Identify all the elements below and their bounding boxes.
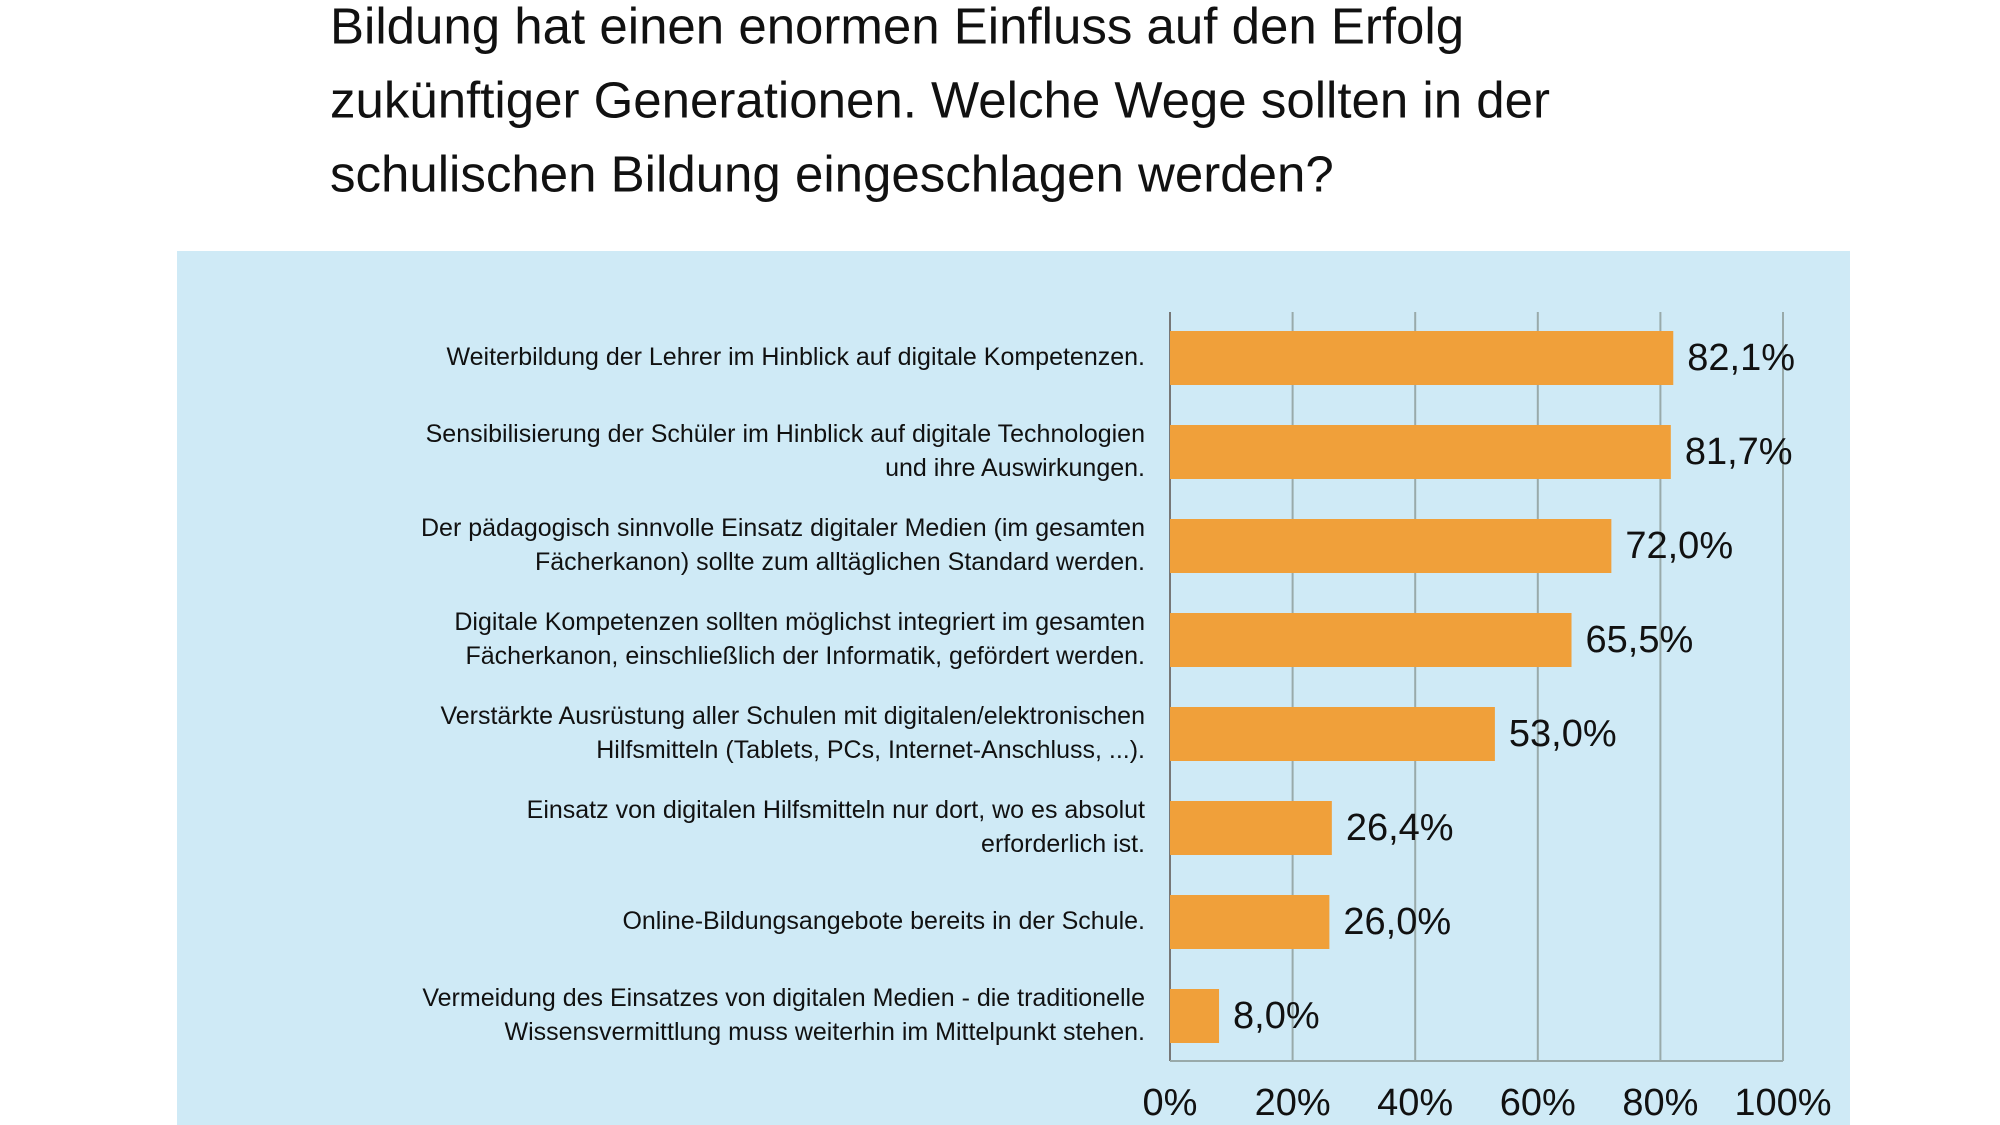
category-label: Online-Bildungsangebote bereits in der S… [622,907,1145,935]
category-label: Der pädagogisch sinnvolle Einsatz digita… [421,514,1145,576]
category-label-line: Der pädagogisch sinnvolle Einsatz digita… [421,514,1145,542]
x-tick-label: 0% [1143,1082,1198,1124]
value-label: 72,0% [1625,525,1733,567]
x-tick-label: 60% [1500,1082,1576,1124]
category-label-line: Einsatz von digitalen Hilfsmitteln nur d… [527,796,1145,824]
bar [1170,613,1572,667]
category-label: Sensibilisierung der Schüler im Hinblick… [426,420,1145,482]
category-label-line: Digitale Kompetenzen sollten möglichst i… [454,608,1145,636]
x-tick-label: 40% [1377,1082,1453,1124]
category-label-line: Vermeidung des Einsatzes von digitalen M… [422,984,1145,1012]
category-label-line: Online-Bildungsangebote bereits in der S… [622,907,1145,935]
x-tick-label: 100% [1734,1082,1831,1124]
category-label-line: Fächerkanon) sollte zum alltäglichen Sta… [535,548,1145,576]
bar [1170,425,1671,479]
bar [1170,331,1674,385]
category-label-line: Wissensvermittlung muss weiterhin im Mit… [504,1018,1145,1046]
category-label: Digitale Kompetenzen sollten möglichst i… [454,608,1145,670]
value-label: 82,1% [1687,337,1795,379]
x-tick-label: 20% [1255,1082,1331,1124]
category-label-line: Weiterbildung der Lehrer im Hinblick auf… [446,343,1145,371]
bar [1170,519,1612,573]
chart-title: schulischen Bildung eingeschlagen werden… [330,145,1334,202]
category-label-line: Hilfsmitteln (Tablets, PCs, Internet-Ans… [596,736,1145,764]
chart-title: Bildung hat einen enormen Einfluss auf d… [330,0,1464,54]
value-label: 8,0% [1233,995,1320,1037]
category-label: Verstärkte Ausrüstung aller Schulen mit … [440,702,1145,764]
category-label-line: Verstärkte Ausrüstung aller Schulen mit … [440,702,1145,730]
plot-background [177,251,1850,1125]
category-label-line: erforderlich ist. [981,830,1145,858]
value-label: 53,0% [1509,713,1617,755]
value-label: 65,5% [1586,619,1694,661]
category-label-line: Sensibilisierung der Schüler im Hinblick… [426,420,1145,448]
x-tick-label: 80% [1622,1082,1698,1124]
value-label: 26,4% [1346,807,1454,849]
category-label: Weiterbildung der Lehrer im Hinblick auf… [446,343,1145,371]
category-label-line: Fächerkanon, einschließlich der Informat… [466,642,1146,670]
value-label: 26,0% [1343,901,1451,943]
category-label: Einsatz von digitalen Hilfsmitteln nur d… [527,796,1145,858]
bar [1170,895,1330,949]
bar [1170,801,1332,855]
chart-title: zukünftiger Generationen. Welche Wege so… [330,71,1550,128]
bar [1170,989,1220,1043]
category-label: Vermeidung des Einsatzes von digitalen M… [422,984,1145,1046]
bar [1170,707,1495,761]
value-label: 81,7% [1685,431,1793,473]
category-label-line: und ihre Auswirkungen. [885,454,1145,482]
